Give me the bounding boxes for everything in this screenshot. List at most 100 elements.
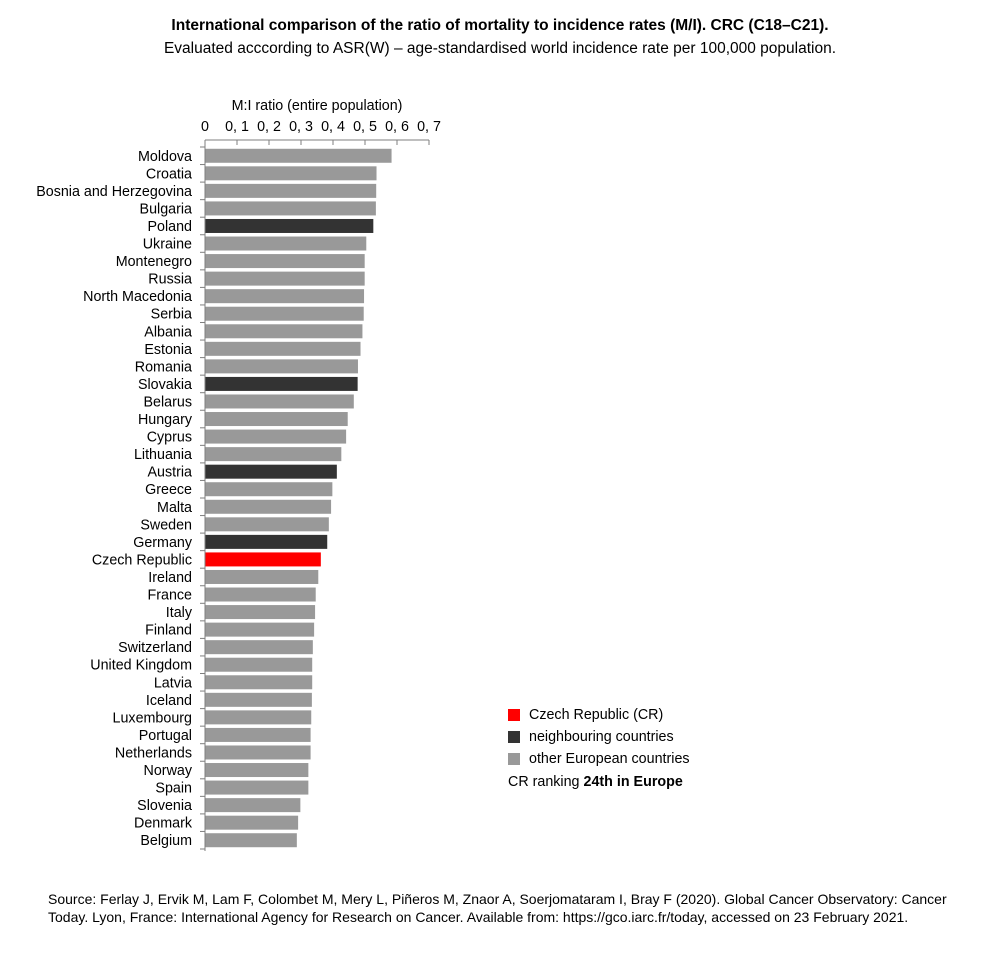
category-label: Netherlands	[115, 745, 192, 761]
x-axis-ticks: 0 0, 1 0, 2 0, 3 0, 4 0, 5 0, 6 0, 7	[201, 119, 441, 145]
bar	[205, 692, 312, 707]
bar	[205, 218, 374, 233]
bar	[205, 324, 363, 339]
category-label: Montenegro	[116, 254, 192, 270]
bar	[205, 622, 315, 637]
bar	[205, 534, 328, 549]
category-label: Luxembourg	[113, 710, 193, 726]
bar	[205, 376, 358, 391]
x-tick-label: 0, 7	[417, 119, 441, 135]
category-label: Romania	[135, 359, 192, 375]
ranking-prefix: CR ranking	[508, 774, 584, 790]
bar	[205, 745, 311, 760]
bar	[205, 798, 301, 813]
bar	[205, 727, 311, 742]
bar	[205, 833, 297, 848]
bar	[205, 271, 365, 286]
category-label: Sweden	[140, 517, 192, 533]
bar	[205, 359, 358, 374]
bar	[205, 254, 365, 269]
bar	[205, 201, 376, 216]
category-label: Slovakia	[138, 377, 192, 393]
bar	[205, 166, 377, 181]
x-tick-label: 0, 4	[321, 119, 345, 135]
chart-subtitle: Evaluated acccording to ASR(W) – age-sta…	[163, 40, 837, 57]
category-label: Hungary	[138, 412, 193, 428]
category-label: Germany	[133, 535, 193, 551]
category-label: Cyprus	[147, 430, 192, 446]
bar	[205, 657, 313, 672]
legend: Czech Republic (CR) neighbouring countri…	[508, 704, 690, 793]
legend-swatch-cr	[508, 709, 520, 721]
category-label: Moldova	[138, 149, 192, 165]
category-label: Ukraine	[143, 237, 192, 253]
bar	[205, 569, 319, 584]
x-tick-label: 0, 3	[289, 119, 313, 135]
legend-label-cr: Czech Republic (CR)	[529, 707, 664, 723]
legend-swatch-neighbour	[508, 731, 520, 743]
ranking-value: 24th in Europe	[583, 774, 683, 790]
category-label: Italy	[166, 605, 193, 621]
legend-item-other: other European countries	[508, 748, 690, 770]
bar	[205, 306, 364, 321]
category-label: Bulgaria	[140, 201, 193, 217]
bar	[205, 394, 354, 409]
x-tick-label: 0, 5	[353, 119, 377, 135]
category-label: Spain	[155, 781, 192, 797]
category-label: Ireland	[148, 570, 192, 586]
category-label: North Macedonia	[83, 289, 192, 305]
category-label: Czech Republic	[92, 552, 192, 568]
chart-title: International comparison of the ratio of…	[171, 17, 829, 34]
category-label: Portugal	[139, 728, 192, 744]
category-label: United Kingdom	[90, 658, 192, 674]
category-label: Estonia	[144, 342, 192, 358]
bar	[205, 429, 347, 444]
category-label: Lithuania	[134, 447, 192, 463]
bars	[205, 148, 392, 848]
bar	[205, 148, 392, 163]
bar	[205, 710, 312, 725]
bar	[205, 780, 309, 795]
category-label: Austria	[148, 465, 193, 481]
bar	[205, 412, 348, 427]
bar	[205, 763, 309, 778]
category-label: Norway	[144, 763, 193, 779]
bar	[205, 552, 321, 567]
axes	[200, 139, 429, 851]
bar	[205, 815, 299, 830]
x-tick-label: 0	[201, 119, 209, 135]
category-label: France	[148, 588, 193, 604]
legend-item-cr: Czech Republic (CR)	[508, 704, 690, 726]
category-label: Malta	[157, 500, 192, 516]
legend-swatch-other	[508, 753, 520, 765]
x-tick-label: 0, 6	[385, 119, 409, 135]
ranking-note: CR ranking 24th in Europe	[508, 771, 690, 793]
legend-item-neighbour: neighbouring countries	[508, 726, 690, 748]
bar	[205, 482, 333, 497]
category-label: Bosnia and Herzegovina	[36, 184, 192, 200]
bar	[205, 675, 313, 690]
category-label: Latvia	[154, 675, 192, 691]
bar	[205, 183, 377, 198]
category-label: Switzerland	[118, 640, 192, 656]
bar	[205, 341, 361, 356]
category-label: Croatia	[146, 166, 192, 182]
category-label: Denmark	[134, 816, 193, 832]
bar	[205, 605, 316, 620]
bar	[205, 464, 337, 479]
category-label: Russia	[148, 272, 192, 288]
bar	[205, 499, 332, 514]
category-label: Albania	[144, 324, 192, 340]
x-tick-label: 0, 2	[257, 119, 281, 135]
source-note: Source: Ferlay J, Ervik M, Lam F, Colomb…	[48, 891, 947, 925]
category-label: Serbia	[151, 307, 192, 323]
x-tick-label: 0, 1	[225, 119, 249, 135]
bar	[205, 289, 365, 304]
category-label: Iceland	[146, 693, 192, 709]
category-label: Belgium	[140, 833, 192, 849]
bar	[205, 587, 316, 602]
bar	[205, 236, 367, 251]
bar	[205, 447, 342, 462]
category-label: Poland	[147, 219, 192, 235]
